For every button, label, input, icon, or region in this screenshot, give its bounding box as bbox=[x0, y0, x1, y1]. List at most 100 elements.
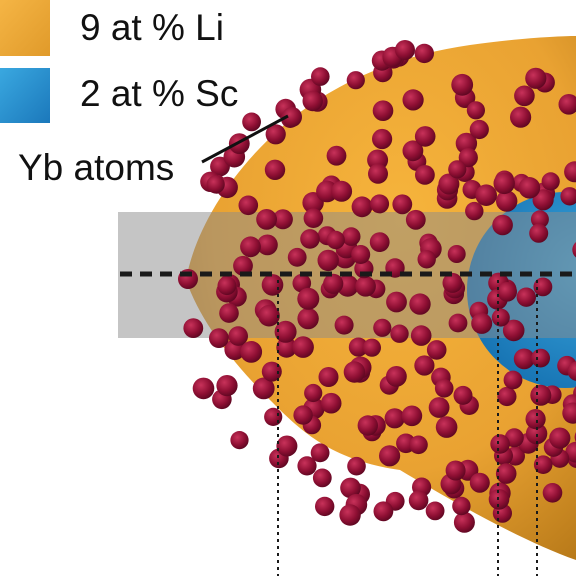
yb-atom bbox=[475, 184, 498, 206]
yb-atom bbox=[572, 242, 576, 258]
yb-atom bbox=[256, 209, 277, 230]
legend-label: 9 at % Li bbox=[80, 7, 224, 48]
sc-swatch bbox=[0, 68, 50, 123]
yb-atom bbox=[438, 173, 460, 195]
yb-atoms bbox=[178, 40, 576, 533]
yb-atom bbox=[310, 443, 330, 463]
yb-atom bbox=[549, 427, 571, 449]
yb-atom bbox=[502, 319, 525, 342]
yb-atom bbox=[442, 272, 463, 293]
yb-atom bbox=[426, 340, 447, 360]
yb-atom bbox=[531, 348, 550, 368]
yb-atom bbox=[315, 496, 335, 517]
dotted-lines bbox=[277, 280, 538, 576]
yb-atom bbox=[320, 392, 342, 414]
yb-atom bbox=[496, 190, 518, 212]
yb-atom bbox=[525, 422, 548, 445]
yb-atom bbox=[316, 180, 338, 203]
yb-atom bbox=[233, 255, 253, 276]
yb-atom bbox=[558, 94, 576, 115]
yb-atom bbox=[343, 361, 366, 383]
yb-atom bbox=[346, 71, 365, 90]
yb-atom bbox=[297, 456, 317, 476]
yb-atom bbox=[516, 287, 536, 307]
yb-atom bbox=[351, 196, 373, 218]
yb-atom bbox=[392, 194, 413, 215]
yb-atom bbox=[469, 119, 489, 140]
yb-atom bbox=[447, 245, 466, 263]
yb-atom bbox=[216, 375, 238, 397]
yb-atom bbox=[282, 107, 302, 127]
yb-atom bbox=[386, 366, 407, 387]
yb-atom bbox=[370, 194, 390, 214]
yb-atom bbox=[331, 180, 353, 202]
yb-atom bbox=[341, 227, 361, 246]
yb-atom bbox=[513, 348, 535, 370]
yb-atom bbox=[401, 405, 423, 427]
yb-atom bbox=[240, 341, 263, 363]
yb-atom bbox=[373, 318, 392, 337]
yb-atom bbox=[518, 177, 541, 199]
yb-atom bbox=[564, 161, 576, 183]
yb-atom bbox=[390, 324, 409, 343]
yb-atom bbox=[261, 361, 282, 382]
yb-atom bbox=[497, 282, 517, 302]
yb-atom bbox=[287, 247, 307, 267]
yb-atom bbox=[405, 209, 426, 230]
yb-atom bbox=[318, 367, 339, 387]
yb-atom bbox=[434, 379, 454, 398]
yb-atom bbox=[257, 234, 278, 256]
yb-atom bbox=[276, 435, 298, 457]
yb-atom bbox=[347, 456, 366, 476]
yb-atom bbox=[357, 415, 378, 436]
yb-atom bbox=[541, 172, 560, 191]
yb-atom bbox=[525, 409, 546, 430]
yb-atom bbox=[292, 336, 314, 358]
yb-atom bbox=[206, 175, 225, 194]
yb-atom bbox=[238, 195, 259, 216]
legend-label: 2 at % Sc bbox=[80, 73, 238, 114]
yb-atom bbox=[445, 460, 466, 481]
yb-atom bbox=[276, 337, 297, 358]
yb-atom bbox=[348, 337, 368, 357]
yb-atom bbox=[542, 483, 563, 503]
yb-atom bbox=[303, 208, 324, 228]
yb-atom bbox=[293, 405, 313, 425]
yb-atom bbox=[252, 377, 275, 400]
yb-atom bbox=[384, 408, 405, 429]
yb-atom bbox=[326, 145, 347, 166]
yb-atom bbox=[228, 326, 248, 346]
yb-atom bbox=[509, 106, 532, 128]
yb-atom bbox=[414, 126, 436, 147]
yb-atom bbox=[240, 236, 261, 258]
annotation-pointer bbox=[201, 114, 289, 164]
annotation: Yb atoms bbox=[18, 147, 174, 188]
yb-atom bbox=[372, 128, 393, 150]
yb-atom bbox=[242, 112, 261, 132]
yb-atom bbox=[274, 320, 297, 343]
yb-atom bbox=[466, 101, 485, 120]
yb-atom bbox=[368, 163, 388, 184]
yb-atom bbox=[414, 43, 434, 64]
yb-atom bbox=[560, 187, 576, 206]
yb-atom bbox=[503, 370, 523, 390]
yb-atom bbox=[458, 148, 478, 168]
yb-atom bbox=[425, 501, 445, 521]
yb-atom bbox=[217, 276, 237, 296]
yb-atom bbox=[369, 232, 390, 253]
yb-atom bbox=[265, 124, 286, 145]
yb-atom bbox=[495, 463, 517, 484]
yb-atom bbox=[453, 511, 475, 533]
yb-atom bbox=[493, 172, 515, 195]
yb-atom bbox=[451, 73, 474, 96]
yb-atom bbox=[471, 312, 493, 334]
yb-atom bbox=[312, 468, 332, 488]
yb-atom bbox=[373, 501, 394, 522]
yb-atom bbox=[297, 307, 319, 330]
yb-atom bbox=[415, 165, 435, 185]
yb-atom bbox=[264, 159, 286, 180]
yb-atom bbox=[230, 431, 249, 450]
yb-atom bbox=[414, 355, 435, 376]
yb-atom bbox=[323, 273, 344, 294]
